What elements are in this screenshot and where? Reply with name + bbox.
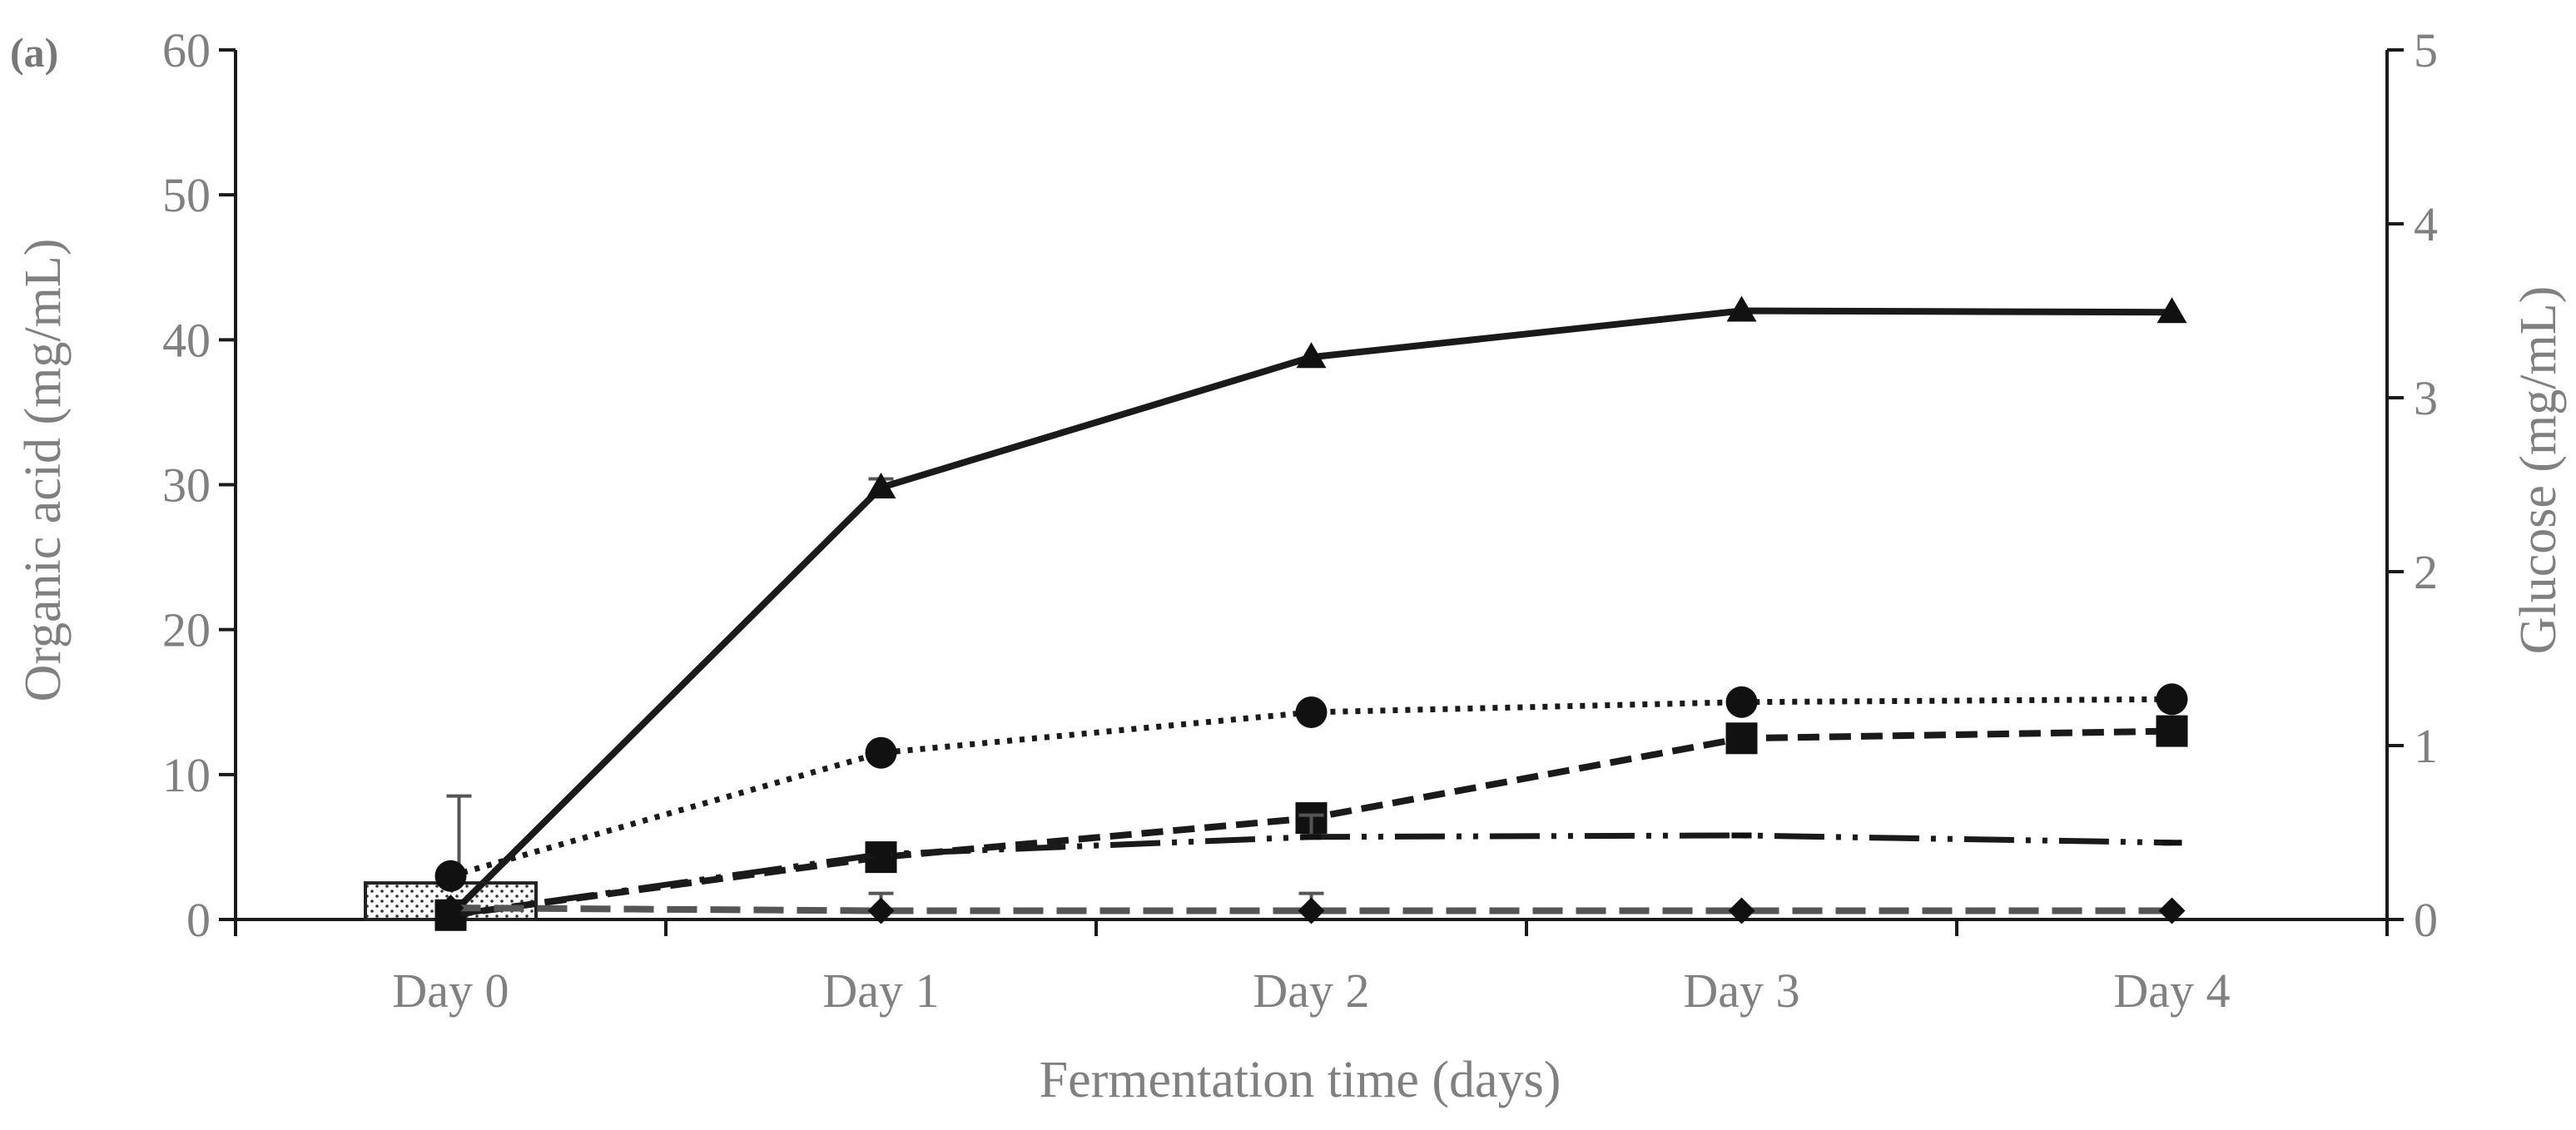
y-right-tick-label: 5 [2414,23,2438,77]
x-tick-label: Day 1 [822,964,939,1018]
series-4-point [1298,897,1325,924]
series-4-point [867,897,895,924]
series-4-line [450,904,2172,914]
series-2-point [1725,722,1758,755]
y-right-tick-label: 4 [2414,197,2438,251]
series-2-point [2156,715,2188,747]
series-0-point [866,472,896,498]
y-right-tick-label: 1 [2414,719,2438,773]
y-right-tick-label: 0 [2414,893,2438,947]
y-left-tick-label: 20 [162,603,211,657]
series-1-point [865,736,897,769]
x-axis-title: Fermentation time (days) [1040,1052,1561,1108]
series-0-point [1726,295,1757,322]
x-tick-label: Day 2 [1253,964,1369,1018]
y-right-tick-label: 3 [2414,371,2438,425]
y-left-tick-label: 0 [186,893,211,947]
series-4-point [2158,897,2186,924]
series-0-point [1296,342,1327,369]
x-tick-label: Day 3 [1683,964,1799,1018]
series-4-point [1728,897,1755,924]
y-left-tick-label: 60 [162,23,211,77]
y-axis-right-title: Glucose (mg/mL) [2510,286,2567,655]
y-left-tick-label: 50 [162,168,211,222]
series-1-point [1295,696,1328,728]
series-0-point [2157,297,2187,324]
x-tick-label: Day 0 [392,964,509,1018]
y-left-tick-label: 40 [162,313,211,367]
y-left-tick-label: 10 [162,748,211,802]
y-left-tick-label: 30 [162,458,211,513]
series-1-point [434,860,467,892]
y-right-tick-label: 2 [2414,545,2438,599]
series-4-point [437,895,464,922]
y-axis-left-title: Organic acid (mg/mL) [15,239,72,702]
series-1-point [2156,683,2188,716]
series-1-point [1725,686,1758,718]
x-tick-label: Day 4 [2113,964,2230,1018]
panel-label: (a) [10,29,58,76]
